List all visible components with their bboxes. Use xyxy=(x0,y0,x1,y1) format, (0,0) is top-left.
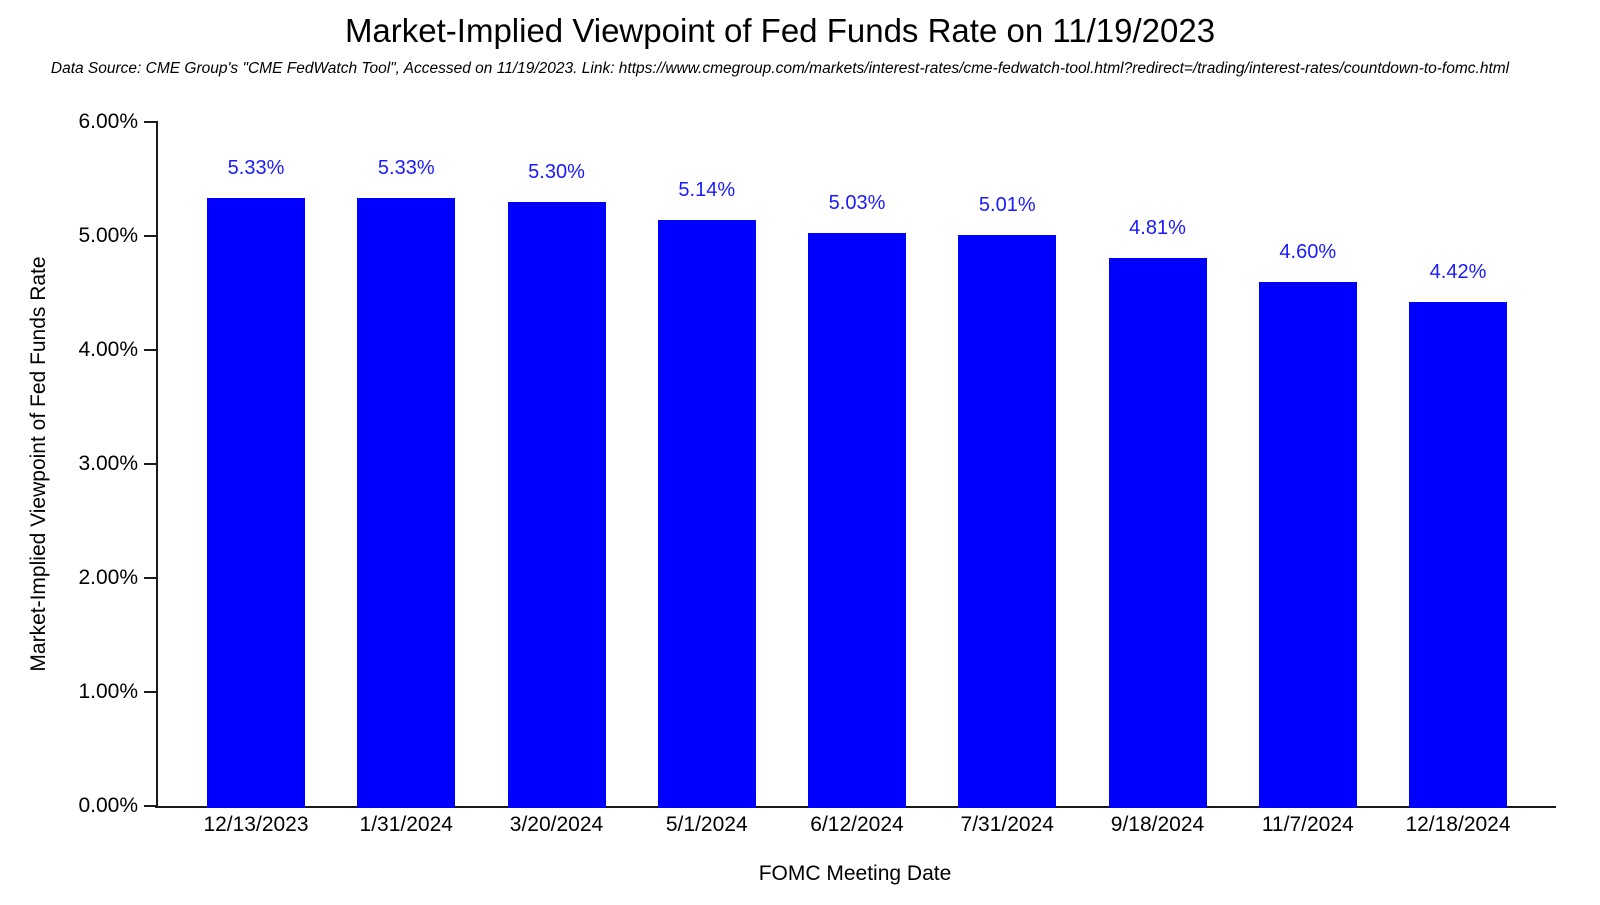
bar-9/18/2024 xyxy=(1108,257,1207,808)
x-tick-label: 9/18/2024 xyxy=(1110,813,1205,836)
x-tick-label: 3/20/2024 xyxy=(509,813,604,836)
y-axis-line xyxy=(156,122,158,808)
x-tick-label: 1/31/2024 xyxy=(359,813,453,836)
bar-7/31/2024 xyxy=(958,234,1057,808)
y-tick-label: 1.00% xyxy=(78,680,138,703)
bar-value-label: 5.33% xyxy=(377,157,435,180)
y-tick-label: 6.00% xyxy=(78,110,138,133)
x-tick-label: 11/7/2024 xyxy=(1261,813,1354,836)
y-tick-mark xyxy=(144,805,158,807)
y-tick-label: 3.00% xyxy=(78,452,138,475)
y-tick-mark xyxy=(144,235,158,237)
y-tick-label: 2.00% xyxy=(78,566,138,589)
bar-1/31/2024 xyxy=(357,198,456,808)
bar-value-label: 5.14% xyxy=(678,179,736,202)
bar-value-label: 5.01% xyxy=(978,193,1036,216)
x-tick-label: 12/13/2023 xyxy=(203,813,309,836)
x-tick-label: 6/12/2024 xyxy=(810,813,904,836)
y-tick-label: 0.00% xyxy=(78,794,138,817)
bar-12/13/2023 xyxy=(207,198,305,808)
bar-5/1/2024 xyxy=(657,220,756,808)
x-tick-label: 5/1/2024 xyxy=(665,813,748,836)
bar-value-label: 5.33% xyxy=(227,157,285,180)
y-tick-mark xyxy=(144,577,158,579)
chart-title: Market-Implied Viewpoint of Fed Funds Ra… xyxy=(344,12,1216,49)
bar-value-label: 5.03% xyxy=(828,191,886,214)
bar-3/20/2024 xyxy=(507,201,606,808)
bar-6/12/2024 xyxy=(808,232,906,808)
bar-11/7/2024 xyxy=(1258,281,1357,808)
y-tick-mark xyxy=(144,463,158,465)
y-tick-label: 4.00% xyxy=(78,338,138,361)
x-tick-label: 7/31/2024 xyxy=(960,813,1054,836)
bar-value-label: 5.30% xyxy=(528,160,585,183)
y-tick-mark xyxy=(144,691,158,693)
bar-value-label: 4.81% xyxy=(1129,216,1186,239)
bar-12/18/2024 xyxy=(1409,302,1507,808)
chart-subtitle: Data Source: CME Group's "CME FedWatch T… xyxy=(50,60,1510,77)
x-tick-label: 12/18/2024 xyxy=(1405,813,1511,836)
bar-value-label: 4.60% xyxy=(1279,240,1337,263)
y-tick-mark xyxy=(144,349,158,351)
y-tick-label: 5.00% xyxy=(78,224,138,247)
x-axis-title: FOMC Meeting Date xyxy=(758,862,952,885)
y-tick-mark xyxy=(144,121,158,123)
bar-value-label: 4.42% xyxy=(1429,261,1487,284)
